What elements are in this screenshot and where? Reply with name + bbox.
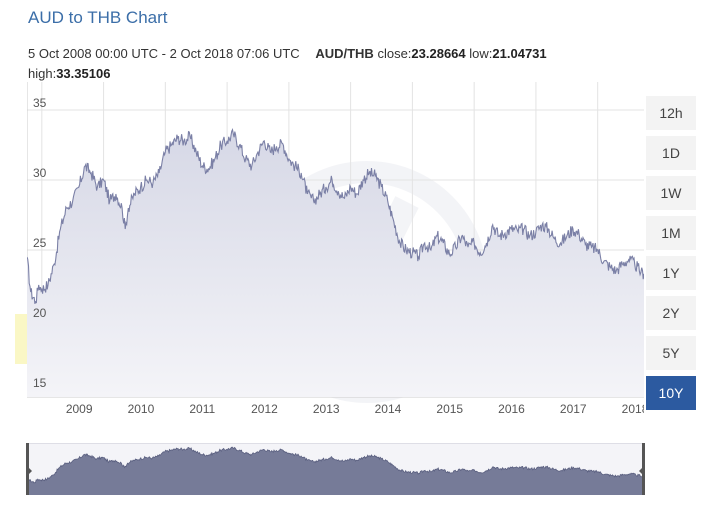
- y-tick-label: 35: [33, 96, 47, 110]
- chart-info: 5 Oct 2008 00:00 UTC - 2 Oct 2018 07:06 …: [28, 44, 628, 84]
- navigator-line: [26, 446, 645, 484]
- range-button-1y[interactable]: 1Y: [646, 256, 696, 290]
- y-tick-label: 20: [33, 306, 47, 320]
- range-button-12h[interactable]: 12h: [646, 96, 696, 130]
- navigator[interactable]: [26, 443, 645, 495]
- x-tick-label: 2012: [251, 402, 278, 416]
- range-selector: 12h 1D 1W 1M 1Y 2Y 5Y 10Y: [646, 96, 696, 416]
- x-tick-label: 2017: [560, 402, 587, 416]
- low-label: low:: [469, 46, 493, 61]
- page-title: AUD to THB Chart: [28, 8, 168, 27]
- x-tick-label: 2013: [313, 402, 340, 416]
- main-chart[interactable]: 15 20 25 30 35 2009 2010 2011 2012 2013 2014 2015 2…: [27, 82, 644, 417]
- range-button-10y[interactable]: 10Y: [646, 376, 696, 410]
- range-button-1d[interactable]: 1D: [646, 136, 696, 170]
- price-area: [27, 129, 644, 397]
- range-button-2y[interactable]: 2Y: [646, 296, 696, 330]
- navigator-area: [26, 447, 645, 495]
- x-tick-label: 2018: [622, 402, 644, 416]
- price-line: [27, 128, 644, 304]
- low-value: 21.04731: [492, 46, 547, 61]
- range-button-1w[interactable]: 1W: [646, 176, 696, 210]
- x-tick-label: 2015: [436, 402, 463, 416]
- high-value: 33.35106: [56, 66, 111, 81]
- x-tick-label: 2010: [128, 402, 155, 416]
- currency-pair: AUD/THB: [315, 46, 374, 61]
- x-tick-label: 2009: [66, 402, 93, 416]
- navigator-right-handle[interactable]: [639, 465, 645, 477]
- close-value: 23.28664: [411, 46, 466, 61]
- range-button-1m[interactable]: 1M: [646, 216, 696, 250]
- navigator-left-handle[interactable]: [26, 465, 32, 477]
- y-tick-label: 15: [33, 376, 47, 390]
- y-tick-label: 25: [33, 236, 47, 250]
- close-label: close:: [377, 46, 412, 61]
- x-tick-label: 2014: [375, 402, 402, 416]
- x-tick-label: 2016: [498, 402, 525, 416]
- x-tick-label: 2011: [189, 402, 215, 416]
- range-button-5y[interactable]: 5Y: [646, 336, 696, 370]
- high-label: high:: [28, 66, 57, 81]
- date-range: 5 Oct 2008 00:00 UTC - 2 Oct 2018 07:06 …: [28, 46, 300, 61]
- y-tick-label: 30: [33, 166, 47, 180]
